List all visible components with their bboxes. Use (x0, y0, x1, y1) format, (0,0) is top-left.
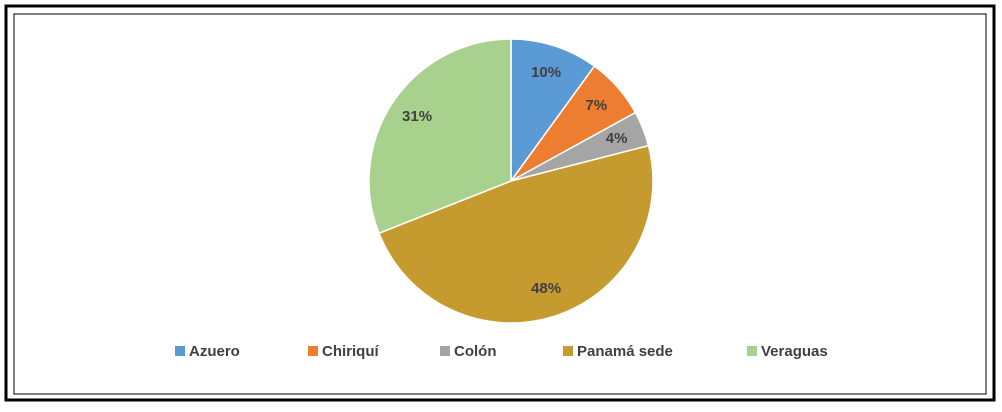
inner-frame (13, 13, 987, 395)
legend-label: Azuero (189, 343, 240, 360)
pie-slice (377, 144, 654, 324)
legend-swatch (747, 346, 757, 356)
pie-slice (510, 38, 596, 184)
legend-label: Chiriquí (322, 343, 379, 360)
legend-label: Colón (454, 343, 497, 360)
data-label: 31% (402, 108, 432, 125)
data-label: 48% (531, 280, 561, 297)
legend-label: Veraguas (761, 343, 828, 360)
data-label: 10% (531, 64, 561, 81)
legend-label: Panamá sede (577, 343, 673, 360)
legend-swatch (563, 346, 573, 356)
pie-slice (368, 38, 512, 235)
data-label: 4% (606, 130, 628, 147)
data-label: 7% (585, 97, 607, 114)
legend-swatch (440, 346, 450, 356)
legend-swatch (175, 346, 185, 356)
legend-swatch (308, 346, 318, 356)
